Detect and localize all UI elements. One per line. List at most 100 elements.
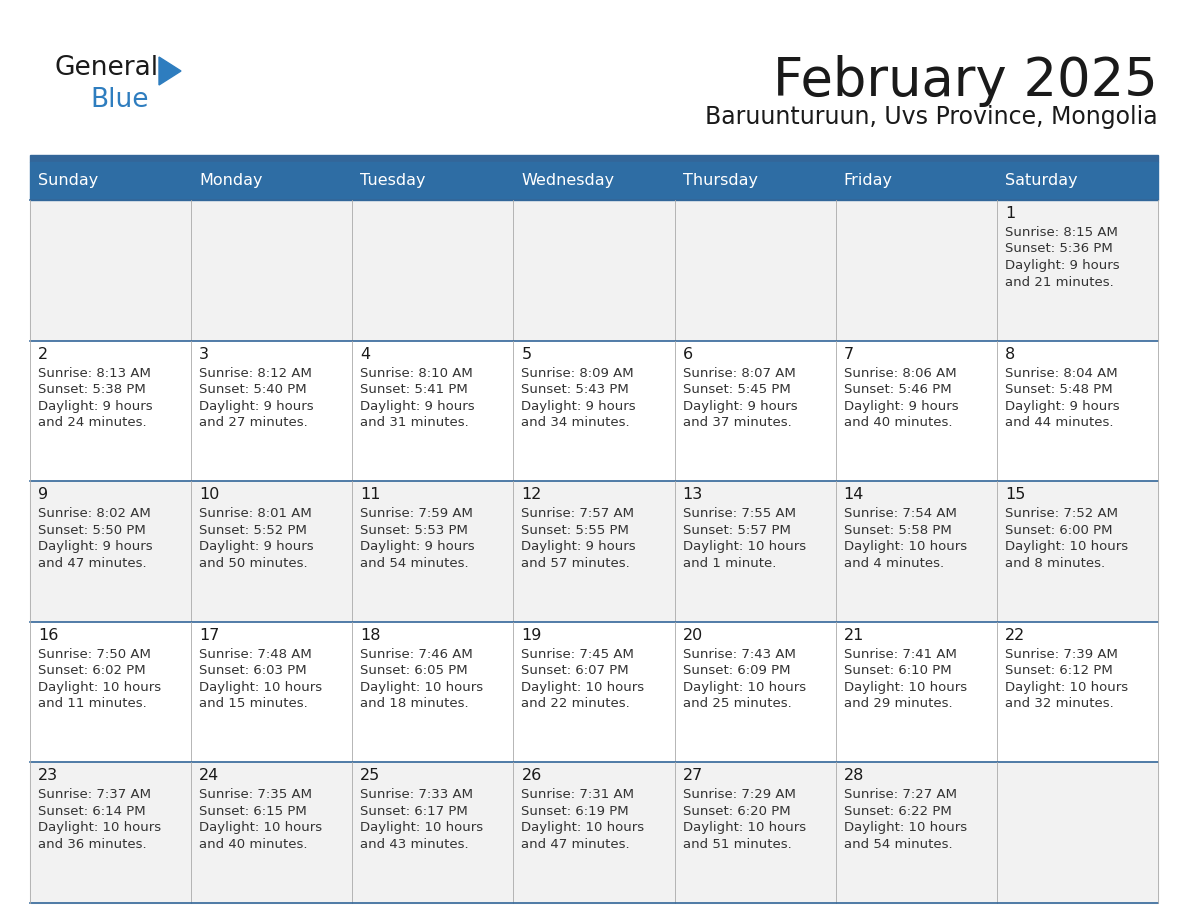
Bar (30, 155, 1158, 162)
Text: and 15 minutes.: and 15 minutes. (200, 698, 308, 711)
Text: Sunset: 5:46 PM: Sunset: 5:46 PM (843, 383, 952, 396)
Text: 20: 20 (683, 628, 703, 643)
Text: 17: 17 (200, 628, 220, 643)
Text: Daylight: 10 hours: Daylight: 10 hours (522, 681, 645, 694)
Text: Sunrise: 7:27 AM: Sunrise: 7:27 AM (843, 789, 956, 801)
Text: 16: 16 (38, 628, 58, 643)
Text: 7: 7 (843, 347, 854, 362)
Text: Sunset: 5:57 PM: Sunset: 5:57 PM (683, 523, 790, 537)
Text: Sunset: 6:00 PM: Sunset: 6:00 PM (1005, 523, 1112, 537)
Text: Sunset: 6:05 PM: Sunset: 6:05 PM (360, 665, 468, 677)
Text: Sunrise: 7:33 AM: Sunrise: 7:33 AM (360, 789, 473, 801)
Text: Sunrise: 7:46 AM: Sunrise: 7:46 AM (360, 648, 473, 661)
Text: and 27 minutes.: and 27 minutes. (200, 416, 308, 429)
Text: February 2025: February 2025 (773, 55, 1158, 107)
Text: Sunrise: 8:02 AM: Sunrise: 8:02 AM (38, 508, 151, 521)
Text: Daylight: 10 hours: Daylight: 10 hours (683, 540, 805, 554)
Text: and 40 minutes.: and 40 minutes. (843, 416, 953, 429)
Text: Daylight: 9 hours: Daylight: 9 hours (360, 540, 475, 554)
Text: 4: 4 (360, 347, 371, 362)
Text: 1: 1 (1005, 206, 1015, 221)
Text: and 50 minutes.: and 50 minutes. (200, 556, 308, 570)
Text: Sunrise: 8:07 AM: Sunrise: 8:07 AM (683, 366, 795, 380)
Text: and 34 minutes.: and 34 minutes. (522, 416, 630, 429)
Text: Daylight: 10 hours: Daylight: 10 hours (38, 681, 162, 694)
Text: Daylight: 9 hours: Daylight: 9 hours (200, 540, 314, 554)
Text: Sunset: 5:43 PM: Sunset: 5:43 PM (522, 383, 630, 396)
Text: Sunset: 5:50 PM: Sunset: 5:50 PM (38, 523, 146, 537)
Text: and 22 minutes.: and 22 minutes. (522, 698, 630, 711)
Text: and 18 minutes.: and 18 minutes. (360, 698, 469, 711)
Text: Sunset: 5:38 PM: Sunset: 5:38 PM (38, 383, 146, 396)
Text: and 54 minutes.: and 54 minutes. (843, 838, 953, 851)
Text: Sunrise: 7:57 AM: Sunrise: 7:57 AM (522, 508, 634, 521)
Text: Sunset: 6:22 PM: Sunset: 6:22 PM (843, 805, 952, 818)
Text: and 37 minutes.: and 37 minutes. (683, 416, 791, 429)
Text: Sunrise: 7:31 AM: Sunrise: 7:31 AM (522, 789, 634, 801)
Text: Daylight: 10 hours: Daylight: 10 hours (683, 822, 805, 834)
Text: Daylight: 9 hours: Daylight: 9 hours (522, 540, 636, 554)
Text: 11: 11 (360, 487, 381, 502)
Text: Sunrise: 8:12 AM: Sunrise: 8:12 AM (200, 366, 312, 380)
Bar (30, 162, 1158, 200)
Text: and 57 minutes.: and 57 minutes. (522, 556, 630, 570)
Text: 3: 3 (200, 347, 209, 362)
Text: Sunrise: 7:35 AM: Sunrise: 7:35 AM (200, 789, 312, 801)
Text: Daylight: 9 hours: Daylight: 9 hours (1005, 399, 1119, 412)
Text: Daylight: 9 hours: Daylight: 9 hours (360, 399, 475, 412)
Text: Sunrise: 7:54 AM: Sunrise: 7:54 AM (843, 508, 956, 521)
Text: 15: 15 (1005, 487, 1025, 502)
Text: and 8 minutes.: and 8 minutes. (1005, 556, 1105, 570)
Text: 27: 27 (683, 768, 703, 783)
Text: and 44 minutes.: and 44 minutes. (1005, 416, 1113, 429)
Text: Sunset: 5:40 PM: Sunset: 5:40 PM (200, 383, 307, 396)
Text: Sunrise: 8:13 AM: Sunrise: 8:13 AM (38, 366, 151, 380)
Text: 8: 8 (1005, 347, 1015, 362)
Text: 6: 6 (683, 347, 693, 362)
Text: General: General (55, 55, 159, 81)
Text: 22: 22 (1005, 628, 1025, 643)
Bar (30, 763, 1158, 903)
Text: 10: 10 (200, 487, 220, 502)
Text: Sunrise: 7:45 AM: Sunrise: 7:45 AM (522, 648, 634, 661)
Text: 5: 5 (522, 347, 531, 362)
Text: Sunrise: 8:01 AM: Sunrise: 8:01 AM (200, 508, 312, 521)
Text: Sunrise: 8:15 AM: Sunrise: 8:15 AM (1005, 226, 1118, 239)
Text: and 43 minutes.: and 43 minutes. (360, 838, 469, 851)
Text: Sunrise: 7:43 AM: Sunrise: 7:43 AM (683, 648, 796, 661)
Text: Daylight: 9 hours: Daylight: 9 hours (683, 399, 797, 412)
Text: Daylight: 10 hours: Daylight: 10 hours (200, 822, 322, 834)
Text: Sunset: 5:36 PM: Sunset: 5:36 PM (1005, 242, 1113, 255)
Text: Sunset: 5:55 PM: Sunset: 5:55 PM (522, 523, 630, 537)
Text: Sunrise: 7:50 AM: Sunrise: 7:50 AM (38, 648, 151, 661)
Text: Sunset: 6:20 PM: Sunset: 6:20 PM (683, 805, 790, 818)
Text: Daylight: 10 hours: Daylight: 10 hours (38, 822, 162, 834)
Text: Sunset: 6:09 PM: Sunset: 6:09 PM (683, 665, 790, 677)
Text: Sunrise: 8:10 AM: Sunrise: 8:10 AM (360, 366, 473, 380)
Text: Sunset: 6:07 PM: Sunset: 6:07 PM (522, 665, 630, 677)
Text: and 47 minutes.: and 47 minutes. (522, 838, 630, 851)
Text: Sunset: 6:19 PM: Sunset: 6:19 PM (522, 805, 630, 818)
Text: Sunday: Sunday (38, 174, 99, 188)
Text: Daylight: 10 hours: Daylight: 10 hours (360, 822, 484, 834)
Text: Sunset: 5:45 PM: Sunset: 5:45 PM (683, 383, 790, 396)
Text: Daylight: 9 hours: Daylight: 9 hours (1005, 259, 1119, 272)
Text: 28: 28 (843, 768, 864, 783)
Text: Wednesday: Wednesday (522, 174, 614, 188)
Bar (30, 341, 1158, 481)
Text: Saturday: Saturday (1005, 174, 1078, 188)
Text: and 4 minutes.: and 4 minutes. (843, 556, 943, 570)
Text: Sunset: 5:41 PM: Sunset: 5:41 PM (360, 383, 468, 396)
Text: Daylight: 10 hours: Daylight: 10 hours (360, 681, 484, 694)
Text: and 21 minutes.: and 21 minutes. (1005, 275, 1113, 288)
Text: Daylight: 9 hours: Daylight: 9 hours (200, 399, 314, 412)
Text: Sunrise: 7:55 AM: Sunrise: 7:55 AM (683, 508, 796, 521)
Text: 18: 18 (360, 628, 381, 643)
Text: and 54 minutes.: and 54 minutes. (360, 556, 469, 570)
Text: Sunrise: 7:59 AM: Sunrise: 7:59 AM (360, 508, 473, 521)
Text: Daylight: 10 hours: Daylight: 10 hours (522, 822, 645, 834)
Text: Friday: Friday (843, 174, 892, 188)
Text: Sunset: 6:10 PM: Sunset: 6:10 PM (843, 665, 952, 677)
Text: and 32 minutes.: and 32 minutes. (1005, 698, 1113, 711)
Text: 13: 13 (683, 487, 703, 502)
